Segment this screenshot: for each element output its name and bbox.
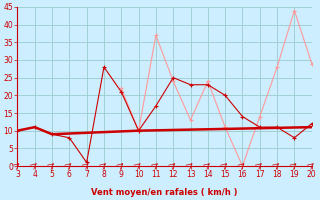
X-axis label: Vent moyen/en rafales ( km/h ): Vent moyen/en rafales ( km/h ): [91, 188, 238, 197]
